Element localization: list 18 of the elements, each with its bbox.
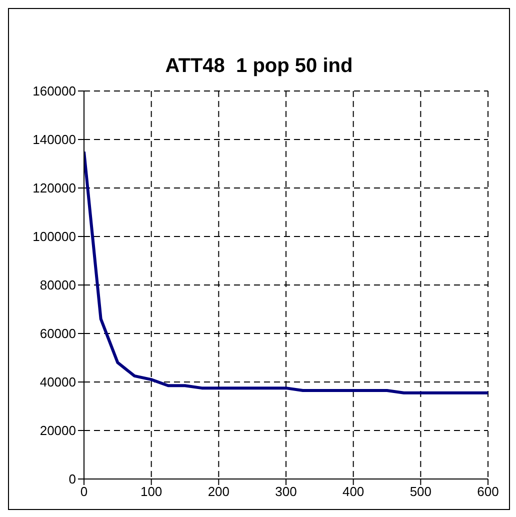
x-tick-label: 300 — [275, 484, 297, 500]
y-tick-label: 100000 — [32, 229, 76, 244]
x-tick-label: 500 — [410, 484, 432, 500]
y-tick-label: 0 — [68, 472, 76, 487]
x-tick-label: 200 — [208, 484, 230, 500]
y-tick-label: 20000 — [40, 423, 76, 438]
x-tick-label: 100 — [140, 484, 162, 500]
y-tick-label: 60000 — [40, 326, 76, 342]
y-tick-label: 80000 — [40, 278, 76, 293]
y-tick-label: 140000 — [32, 132, 76, 148]
y-tick-label: 120000 — [32, 180, 76, 196]
x-tick-label: 600 — [477, 484, 499, 500]
line-series — [84, 150, 488, 394]
x-tick-label: 0 — [80, 484, 88, 500]
y-tick-label: 40000 — [40, 374, 76, 390]
x-tick-label: 400 — [342, 484, 364, 500]
chart-title: ATT48 1 pop 50 ind — [164, 55, 354, 78]
y-tick-label: 160000 — [32, 84, 76, 99]
